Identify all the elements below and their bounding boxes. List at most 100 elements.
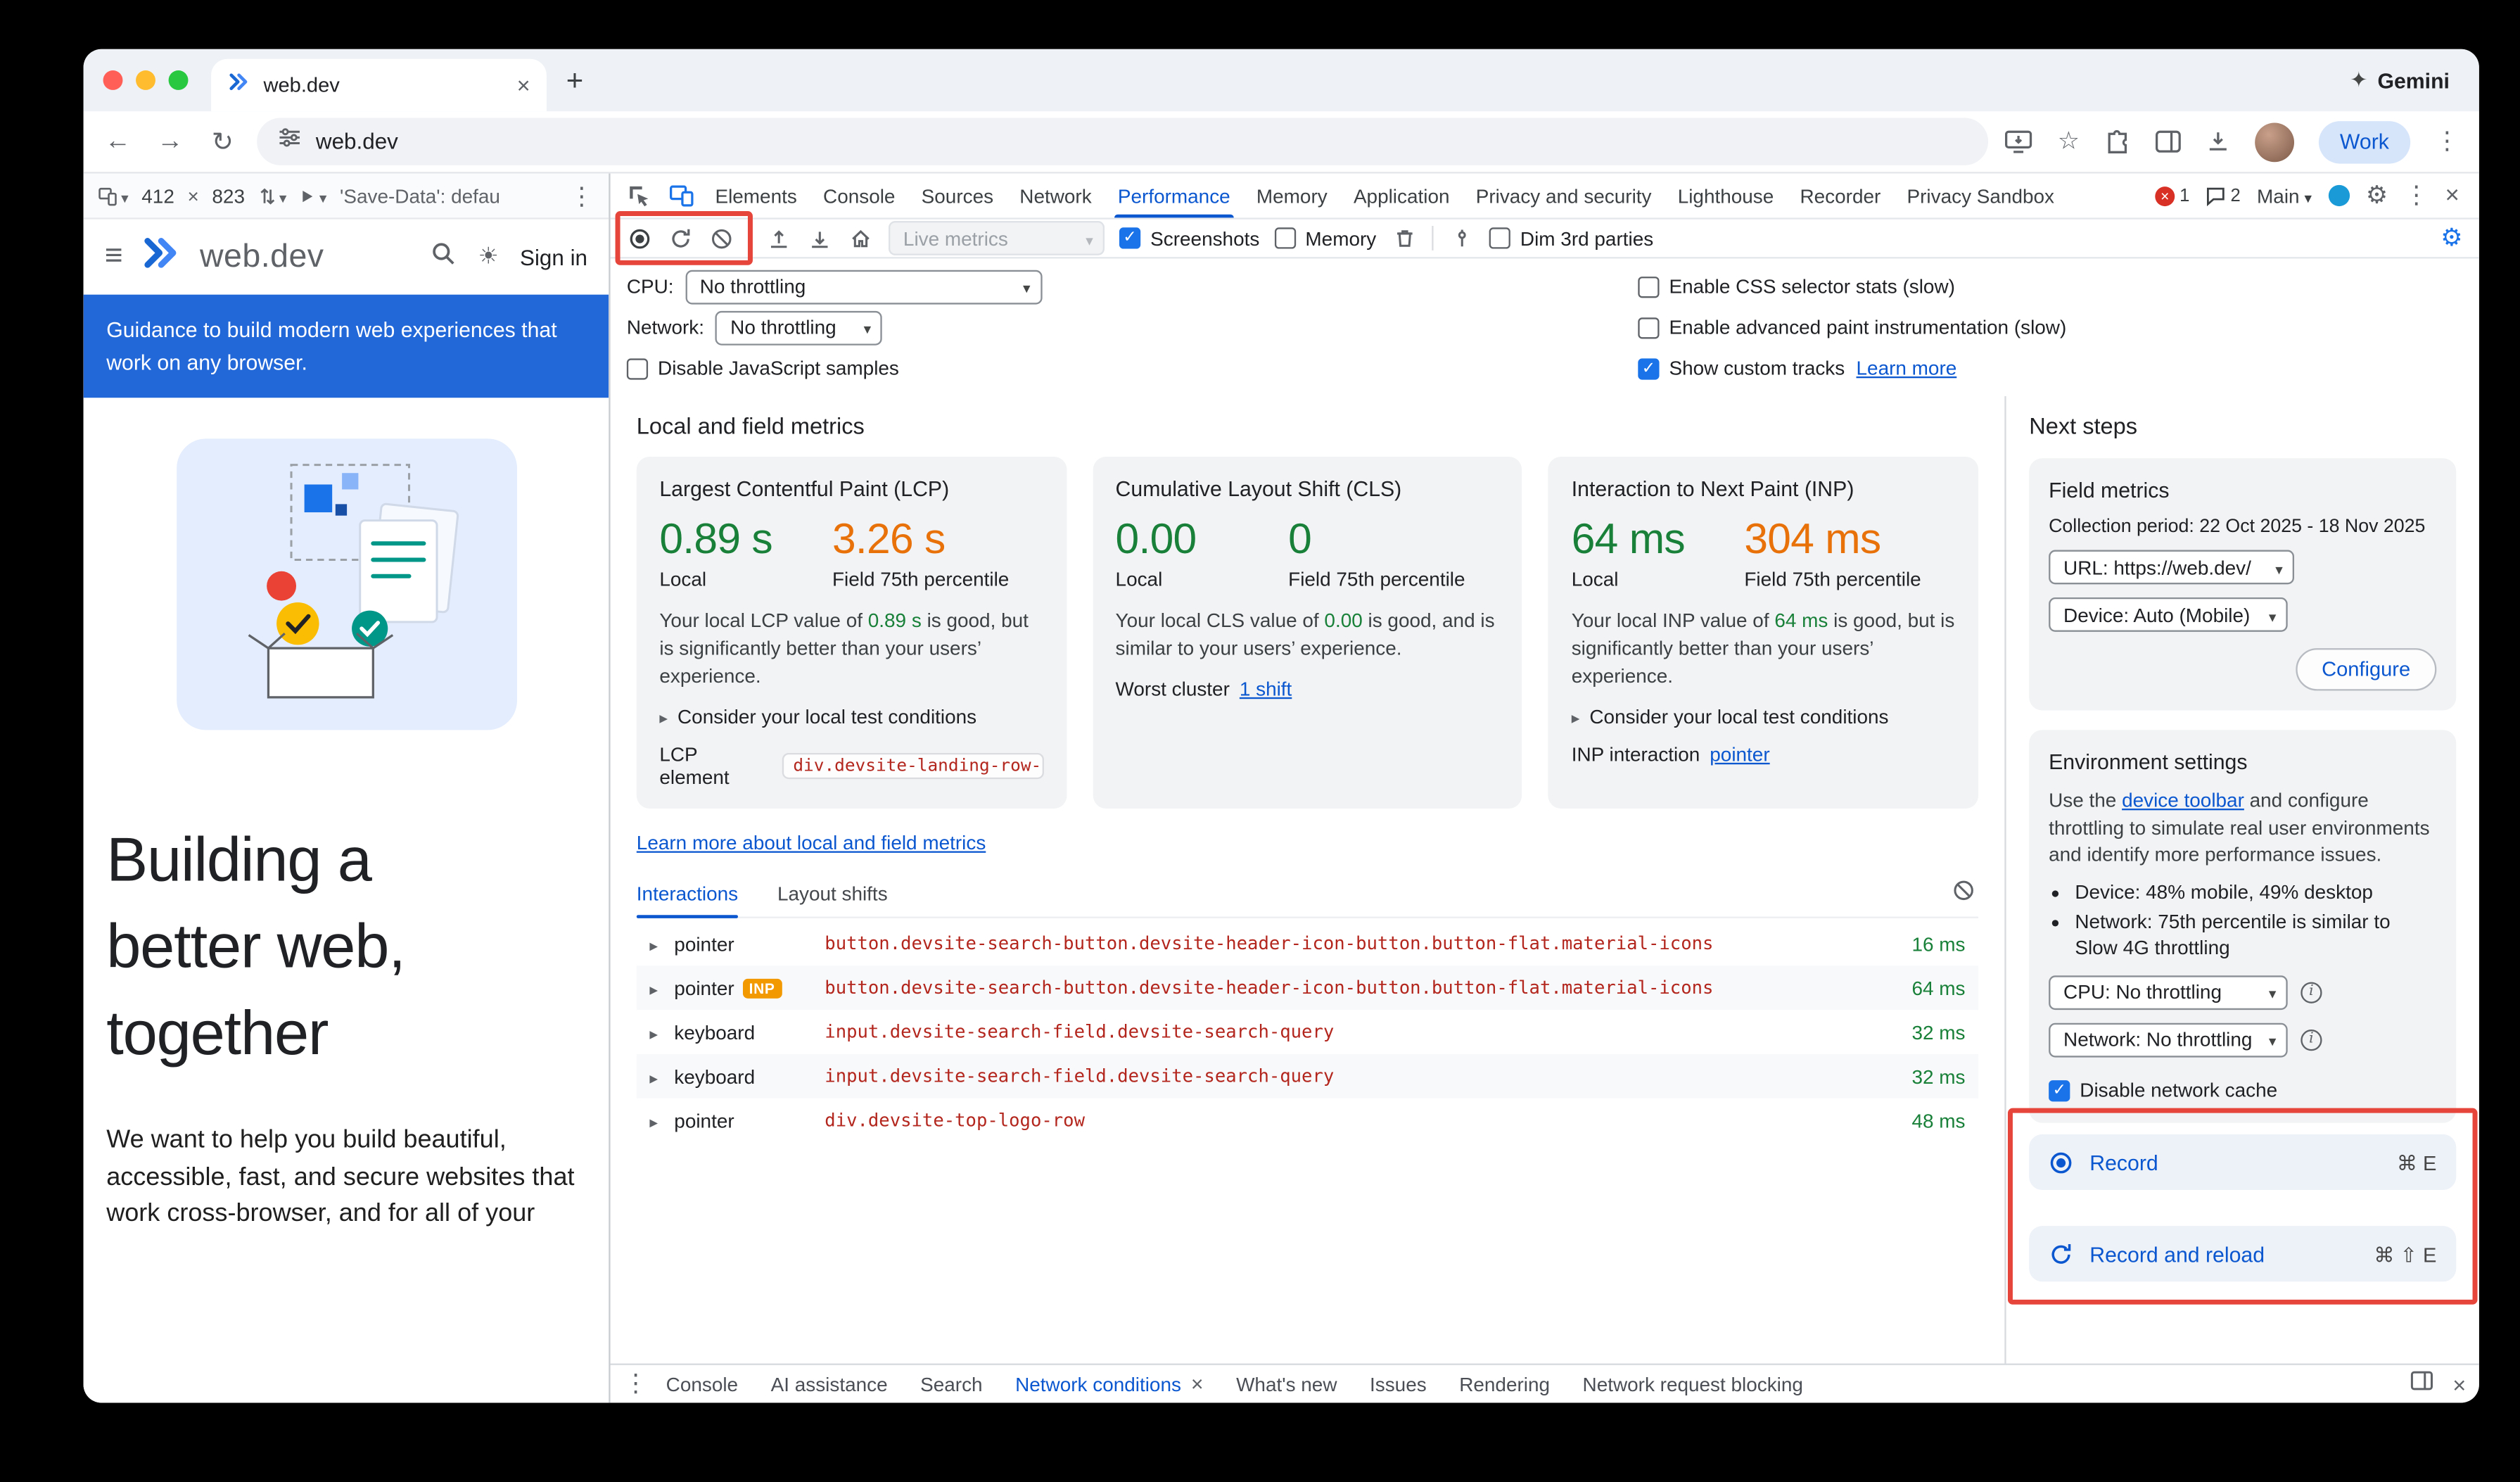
custom-tracks-learn-more-link[interactable]: Learn more [1856,357,1957,380]
close-window-button[interactable] [103,70,123,90]
close-drawer-tab-icon[interactable] [1191,1372,1204,1396]
screenshots-checkbox[interactable]: Screenshots [1119,227,1259,250]
devtools-close-icon[interactable] [2445,182,2459,210]
devtools-settings-icon[interactable] [2366,180,2388,211]
drawer-tab-ai-assistance[interactable]: AI assistance [770,1372,888,1395]
drawer-tab-issues[interactable]: Issues [1370,1372,1427,1395]
field-device-select[interactable]: Device: Auto (Mobile) [2049,597,2288,632]
tab-performance[interactable]: Performance [1105,174,1243,218]
field-url-select[interactable]: URL: https://web.dev/ [2049,550,2295,585]
close-drawer-icon[interactable] [2452,1371,2466,1397]
forward-button[interactable] [152,127,188,156]
save-profile-icon[interactable] [807,225,833,251]
cpu-info-icon[interactable] [2301,981,2322,1003]
bookmark-star-icon[interactable] [2058,126,2080,157]
throttling-icon[interactable] [300,184,326,208]
device-type-icon[interactable] [98,184,129,208]
site-logo-icon[interactable] [141,232,182,281]
row-expand-icon[interactable] [649,932,674,956]
dim-3rd-parties-checkbox[interactable]: Dim 3rd parties [1489,227,1653,250]
tab-network[interactable]: Network [1019,184,1092,208]
collect-garbage-icon[interactable] [1391,225,1417,251]
disable-network-cache-checkbox[interactable]: Disable network cache [2049,1079,2277,1101]
tab-privacy-and-security[interactable]: Privacy and security [1475,184,1652,208]
browser-tab[interactable]: web.dev [211,58,547,112]
interaction-row[interactable]: pointer button.devsite-search-button.dev… [637,922,1978,966]
promo-banner[interactable]: Guidance to build modern web experiences… [83,294,609,398]
site-settings-icon[interactable] [278,126,301,157]
inp-interaction-link[interactable]: pointer [1710,743,1770,766]
tab-recorder[interactable]: Recorder [1800,184,1881,208]
install-icon[interactable] [2005,129,2033,154]
drawer-tab-network-request-blocking[interactable]: Network request blocking [1582,1372,1803,1395]
css-selector-stats-checkbox[interactable]: Enable CSS selector stats (slow) [1638,275,1955,298]
sign-in-link[interactable]: Sign in [520,244,588,270]
record-and-reload-icon[interactable] [668,225,694,251]
disable-js-samples-checkbox[interactable]: Disable JavaScript samples [626,357,899,380]
lcp-test-conditions-expander[interactable]: Consider your local test conditions [659,706,1043,729]
reload-button[interactable] [205,125,241,158]
issues-badge[interactable]: 2 [2206,186,2241,205]
tab-lighthouse[interactable]: Lighthouse [1677,184,1774,208]
downloads-icon[interactable] [2206,129,2230,154]
tab-console[interactable]: Console [823,184,896,208]
lcp-element-chip[interactable]: div.devsite-landing-row-ite… [782,753,1044,780]
row-expand-icon[interactable] [649,1020,674,1044]
interaction-row[interactable]: keyboard input.devsite-search-field.devs… [637,1010,1978,1054]
paint-instrumentation-checkbox[interactable]: Enable advanced paint instrumentation (s… [1638,316,2066,338]
back-button[interactable] [100,127,136,156]
worst-cluster-link[interactable]: 1 shift [1239,678,1292,701]
tab-memory[interactable]: Memory [1256,184,1328,208]
side-panel-icon[interactable] [2155,129,2181,154]
load-profile-icon[interactable] [766,225,792,251]
error-badge[interactable]: 1 [2155,185,2189,205]
inp-test-conditions-expander[interactable]: Consider your local test conditions [1572,706,1956,729]
record-icon[interactable] [627,225,653,251]
drawer-tab-network-conditions[interactable]: Network conditions [999,1372,1220,1396]
live-metrics-home-icon[interactable] [848,225,874,251]
profile-avatar[interactable] [2254,122,2294,162]
clear-icon[interactable] [708,225,734,251]
configure-button[interactable]: Configure [2295,648,2437,691]
device-toolbar-toggle-icon[interactable] [659,176,701,215]
maximize-window-button[interactable] [168,70,189,90]
interaction-row[interactable]: keyboard input.devsite-search-field.devs… [636,1054,1979,1098]
site-search-icon[interactable] [431,240,457,274]
interaction-row[interactable]: pointer div.devsite-top-logo-row 48 ms [637,1098,1978,1143]
memory-checkbox[interactable]: Memory [1274,227,1376,250]
drawer-tab-search[interactable]: Search [920,1372,983,1395]
gemini-button[interactable]: ✦ Gemini [2350,67,2450,93]
tune-icon[interactable] [1449,225,1475,251]
learn-more-metrics-link[interactable]: Learn more about local and field metrics [636,831,986,855]
network-throttling-select[interactable]: No throttling [715,310,883,345]
dock-side-icon[interactable] [2410,1369,2433,1399]
device-toolbar-more-icon[interactable] [569,181,594,210]
extensions-puzzle-icon[interactable] [2104,129,2130,155]
tab-application[interactable]: Application [1353,184,1450,208]
frame-context-icon[interactable] [2328,184,2350,207]
tab-layout-shifts[interactable]: Layout shifts [777,882,888,906]
capture-settings-icon[interactable] [2441,222,2462,253]
custom-tracks-checkbox[interactable]: Show custom tracks [1638,357,1845,380]
drawer-menu-icon[interactable] [623,1369,649,1400]
drawer-tab-whats-new[interactable]: What's new [1236,1372,1337,1395]
profile-label[interactable]: Work [2318,120,2411,163]
tab-close-icon[interactable] [517,72,530,98]
devtools-more-icon[interactable] [2404,180,2429,211]
tab-sources[interactable]: Sources [921,184,994,208]
theme-toggle-icon[interactable] [478,242,499,272]
browser-menu-icon[interactable] [2435,126,2459,157]
cpu-throttling-select[interactable]: No throttling [685,269,1042,304]
context-selector[interactable]: Main [2257,184,2312,208]
drawer-tab-console[interactable]: Console [666,1372,739,1395]
drawer-tab-rendering[interactable]: Rendering [1459,1372,1551,1395]
tab-privacy-sandbox[interactable]: Privacy Sandbox [1907,184,2054,208]
record-button[interactable]: Record ⌘ E [2029,1134,2457,1190]
viewport-height-field[interactable]: 823 [212,184,245,208]
address-bar[interactable]: web.dev [257,118,1990,165]
zoom-icon[interactable] [258,184,287,208]
inspect-element-icon[interactable] [617,176,659,215]
clear-interactions-icon[interactable] [1952,879,1975,910]
new-tab-button[interactable] [566,49,583,111]
